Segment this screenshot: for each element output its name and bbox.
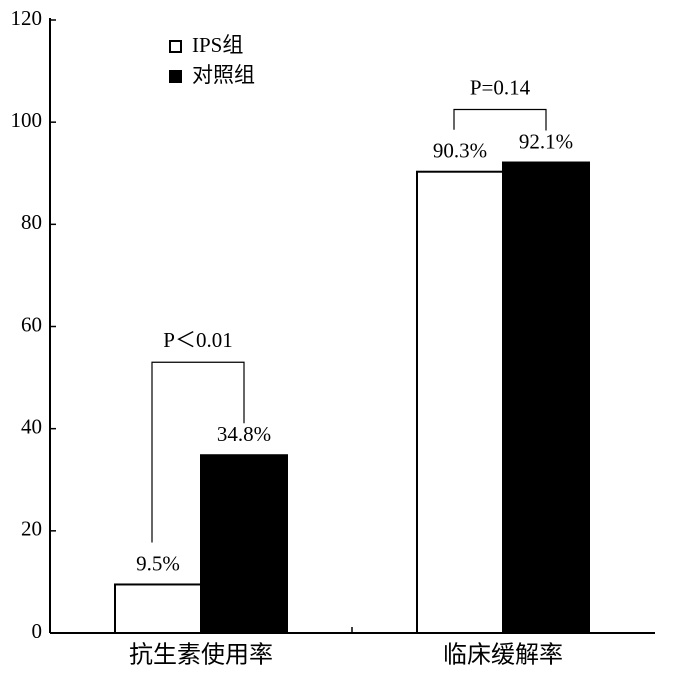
y-tick-label: 120 <box>11 6 43 30</box>
significance-bracket <box>151 361 245 543</box>
bar <box>416 170 504 634</box>
y-tick-label: 0 <box>32 619 43 643</box>
x-tick-label: 抗生素使用率 <box>129 642 273 669</box>
value-label: 34.8% <box>217 422 271 446</box>
y-tick-label: 40 <box>21 414 42 438</box>
value-label: 92.1% <box>519 129 573 153</box>
bar <box>502 161 590 635</box>
legend-swatch <box>169 40 182 53</box>
bar <box>114 583 202 634</box>
value-label: 90.3% <box>433 139 487 163</box>
y-tick-label: 20 <box>21 517 42 541</box>
legend-swatch <box>169 70 182 83</box>
x-tick-label: 临床缓解率 <box>443 642 563 669</box>
bar <box>200 454 288 635</box>
legend-label: 对照组 <box>192 63 255 87</box>
legend-label: IPS组 <box>192 33 243 57</box>
y-tick-label: 60 <box>21 312 42 336</box>
y-tick-label: 100 <box>11 108 43 132</box>
annotation: P＜0.01 <box>163 328 232 352</box>
significance-bracket <box>453 108 547 131</box>
y-tick-label: 80 <box>21 210 42 234</box>
annotation: P=0.14 <box>470 75 531 99</box>
value-label: 9.5% <box>136 551 180 575</box>
